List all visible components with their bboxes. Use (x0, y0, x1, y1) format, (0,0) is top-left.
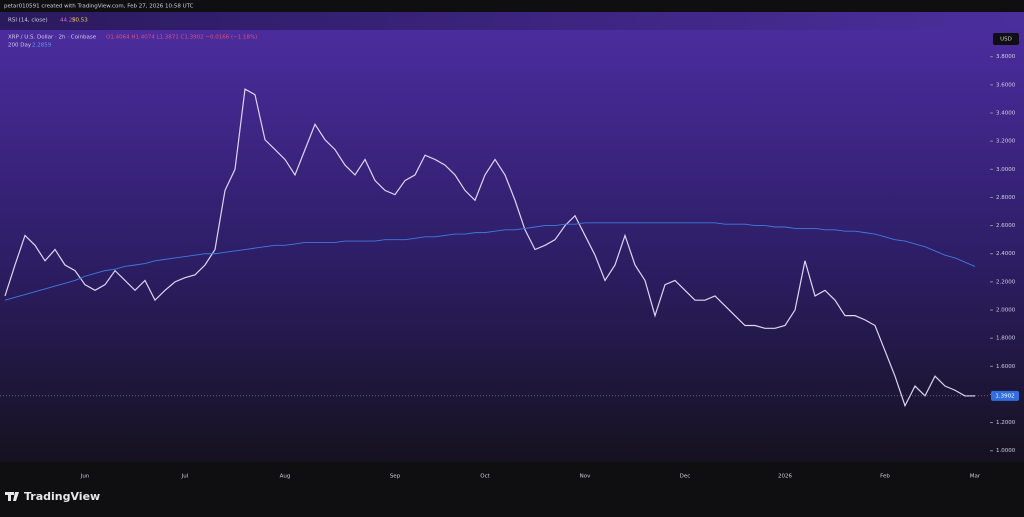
y-tick-label: 2.4000 (996, 251, 1016, 257)
x-tick-label: Feb (880, 474, 890, 480)
rsi-pane (0, 12, 1024, 30)
x-tick-label: Jun (80, 474, 90, 480)
x-tick-label: Jul (181, 474, 189, 480)
x-tick-label: Mar (970, 474, 981, 480)
plot-area (0, 30, 1024, 462)
currency: USD (1000, 37, 1012, 43)
top-bar (0, 0, 1024, 12)
y-tick-label: 3.4000 (996, 111, 1016, 117)
y-tick-label: 2.8000 (996, 195, 1016, 201)
y-tick-label: 2.6000 (996, 223, 1016, 229)
brand-logo (5, 492, 19, 501)
y-tick-label: 3.6000 (996, 82, 1016, 88)
brand: TradingView (24, 490, 100, 503)
rsi-label: RSI (14, close) (8, 18, 48, 24)
ma-label: 200 Day (8, 43, 32, 49)
y-tick-label: 1.2000 (996, 420, 1016, 426)
ma-value: 2.2859 (32, 43, 52, 49)
y-tick-label: 3.8000 (996, 54, 1016, 60)
y-tick-label: 1.0000 (996, 448, 1016, 454)
rsi-value: 50.53 (72, 18, 88, 24)
x-tick-label: Oct (480, 474, 490, 480)
credit: petar010591 created with TradingView.com… (4, 4, 194, 10)
y-tick-label: 3.0000 (996, 167, 1016, 173)
ohlc: O1.4064 H1.4074 L1.3871 C1.3902 −0.0166 … (106, 35, 257, 41)
y-tick-label: 1.6000 (996, 364, 1016, 370)
last-price-tag (991, 390, 1019, 401)
symbol: XRP / U.S. Dollar · 2h · Coinbase (8, 35, 97, 41)
rsi-value: 44.28 (60, 18, 76, 24)
currency-box (993, 33, 1019, 45)
y-tick-label: 1.8000 (996, 336, 1016, 342)
series-line (4, 222, 976, 301)
x-tick-label: Sep (390, 474, 401, 480)
x-tick-label: Nov (580, 474, 591, 480)
y-tick-label: 3.2000 (996, 139, 1016, 145)
series-line (4, 88, 975, 408)
x-tick-label: 2026 (778, 474, 792, 480)
y-tick-label: 2.2000 (996, 279, 1016, 285)
x-tick-label: Dec (680, 474, 691, 480)
last-price-label: 1.3902 (995, 393, 1014, 399)
y-tick-label: 2.0000 (996, 308, 1016, 314)
x-tick-label: Aug (280, 474, 291, 480)
footer (0, 462, 1024, 513)
